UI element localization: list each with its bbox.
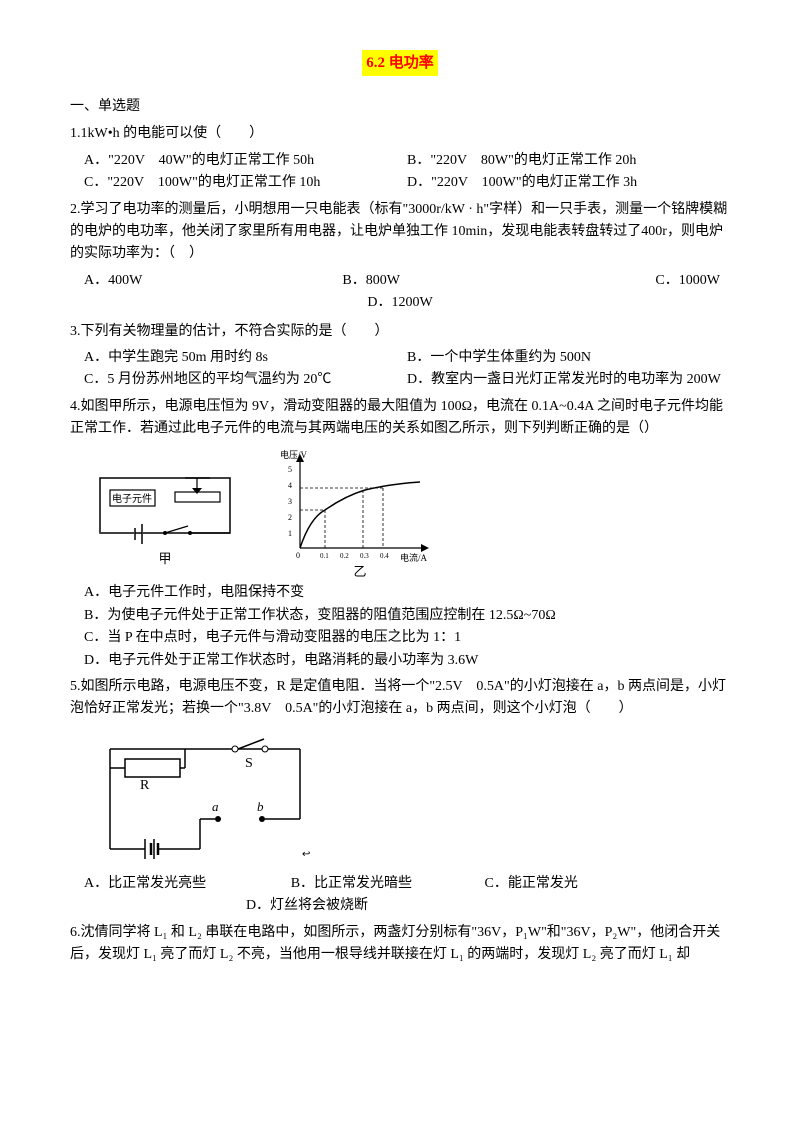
q4-figures: 电子元件 甲 电压/V 电流/A bbox=[90, 448, 730, 578]
q3-b: B．一个中学生体重约为 500N bbox=[407, 347, 730, 369]
svg-text:1: 1 bbox=[288, 529, 292, 538]
q4-stem: 4.如图甲所示，电源电压恒为 9V，滑动变阻器的最大阻值为 100Ω，电流在 0… bbox=[70, 396, 730, 441]
q2-b: B．800W bbox=[342, 270, 458, 292]
svg-text:0: 0 bbox=[296, 551, 300, 560]
q1-d: D．"220V 100W"的电灯正常工作 3h bbox=[407, 172, 730, 194]
q5-options: A．比正常发光亮些 B．比正常发光暗些 C．能正常发光 D．灯丝将会被烧断 bbox=[70, 873, 730, 918]
q5-c: C．能正常发光 bbox=[485, 873, 730, 895]
q3-options: A．中学生跑完 50m 用时约 8s B．一个中学生体重约为 500N C．5 … bbox=[70, 347, 730, 392]
svg-text:4: 4 bbox=[288, 481, 292, 490]
q4-b: B．为使电子元件处于正常工作状态，变阻器的阻值范围应控制在 12.5Ω~70Ω bbox=[84, 605, 730, 627]
q4-ylabel: 电压/V bbox=[280, 449, 308, 460]
q1-options: A．"220V 40W"的电灯正常工作 50h B．"220V 80W"的电灯正… bbox=[70, 150, 730, 195]
q5-circuit-icon: R S a b ↩ bbox=[90, 729, 320, 869]
q4-fig1-caption: 甲 bbox=[158, 551, 171, 566]
q5-a: A．比正常发光亮些 bbox=[84, 873, 291, 895]
q2-options: A．400W B．800W C．1000W bbox=[70, 270, 730, 292]
svg-text:5: 5 bbox=[288, 465, 292, 474]
q3-a: A．中学生跑完 50m 用时约 8s bbox=[84, 347, 407, 369]
q5-r-label: R bbox=[140, 778, 150, 793]
q5-stem: 5.如图所示电路，电源电压不变，R 是定值电阻．当将一个"2.5V 0.5A"的… bbox=[70, 676, 730, 721]
q5-b: B．比正常发光暗些 bbox=[291, 873, 485, 895]
q4-graph-icon: 电压/V 电流/A 1 2 3 4 5 0 0.1 0.2 0.3 0.4 乙 bbox=[270, 448, 440, 578]
q4-d: D．电子元件处于正常工作状态时，电路消耗的最小功率为 3.6W bbox=[84, 650, 730, 672]
q6-stem: 6.沈倩同学将 L₁ 和 L₂ 串联在电路中，如图所示，两盏灯分别标有"36V，… bbox=[70, 922, 730, 967]
svg-text:↩: ↩ bbox=[302, 849, 310, 860]
q5-b-label: b bbox=[257, 799, 264, 814]
q1-b: B．"220V 80W"的电灯正常工作 20h bbox=[407, 150, 730, 172]
q1-a: A．"220V 40W"的电灯正常工作 50h bbox=[84, 150, 407, 172]
svg-text:2: 2 bbox=[288, 513, 292, 522]
svg-text:0.2: 0.2 bbox=[340, 552, 349, 560]
svg-text:0.1: 0.1 bbox=[320, 552, 329, 560]
document-page: 6.2 电功率 一、单选题 1.1kW•h 的电能可以使（ ） A．"220V … bbox=[0, 0, 800, 1020]
title-container: 6.2 电功率 bbox=[70, 50, 730, 76]
q2-a: A．400W bbox=[84, 270, 342, 292]
q4-xlabel: 电流/A bbox=[400, 552, 428, 563]
q5-figure: R S a b ↩ bbox=[90, 729, 730, 869]
section-heading: 一、单选题 bbox=[70, 96, 730, 118]
q2-stem: 2.学习了电功率的测量后，小明想用一只电能表（标有"3000r/kW · h"字… bbox=[70, 199, 730, 266]
q2-d: D．1200W bbox=[70, 292, 730, 316]
svg-text:0.3: 0.3 bbox=[360, 552, 369, 560]
q4-component-label: 电子元件 bbox=[112, 492, 152, 505]
page-title: 6.2 电功率 bbox=[362, 50, 438, 76]
q4-options: A．电子元件工作时，电阻保持不变 B．为使电子元件处于正常工作状态，变阻器的阻值… bbox=[70, 582, 730, 672]
q3-c: C．5 月份苏州地区的平均气温约为 20℃ bbox=[84, 369, 407, 391]
q4-a: A．电子元件工作时，电阻保持不变 bbox=[84, 582, 730, 604]
q3-d: D．教室内一盏日光灯正常发光时的电功率为 200W bbox=[407, 369, 730, 391]
q5-d: D．灯丝将会被烧断 bbox=[84, 895, 730, 917]
q4-fig2-caption: 乙 bbox=[353, 564, 366, 578]
svg-text:0.4: 0.4 bbox=[380, 552, 389, 560]
q4-circuit-icon: 电子元件 甲 bbox=[90, 468, 240, 578]
q4-c: C．当 P 在中点时，电子元件与滑动变阻器的电压之比为 1：1 bbox=[84, 627, 730, 649]
q2-c: C．1000W bbox=[459, 270, 730, 292]
q1-c: C．"220V 100W"的电灯正常工作 10h bbox=[84, 172, 407, 194]
q1-stem: 1.1kW•h 的电能可以使（ ） bbox=[70, 123, 730, 145]
q5-a-label: a bbox=[212, 799, 219, 814]
svg-text:3: 3 bbox=[288, 497, 292, 506]
q3-stem: 3.下列有关物理量的估计，不符合实际的是（ ） bbox=[70, 321, 730, 343]
q5-s-label: S bbox=[245, 756, 253, 771]
